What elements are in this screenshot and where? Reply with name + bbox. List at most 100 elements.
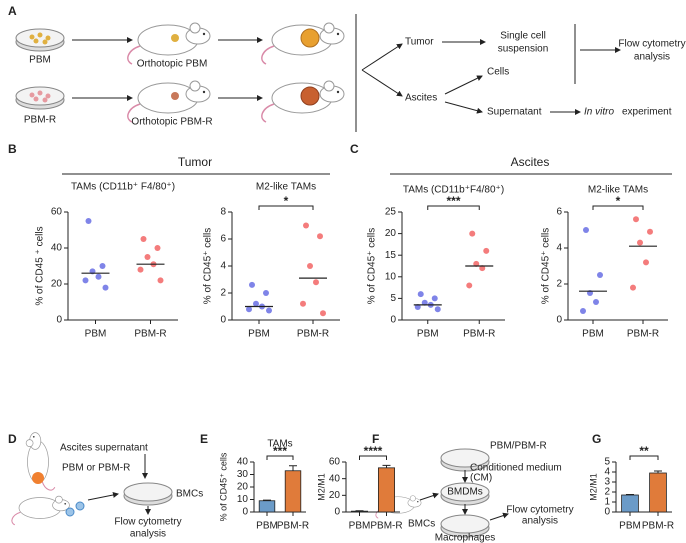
- sample-label: Tumor: [405, 37, 434, 48]
- chart-title: M2-like TAMs: [588, 185, 648, 196]
- data-point: [85, 218, 92, 224]
- significance-label: ***: [273, 444, 287, 458]
- data-point: [597, 272, 603, 278]
- analysis-label: Flow cytometry: [618, 39, 685, 50]
- data-point: [137, 266, 144, 273]
- model-label: Orthotopic PBM: [137, 59, 208, 70]
- group-title: Tumor: [178, 155, 212, 169]
- significance-bracket: [266, 455, 294, 460]
- data-point: [99, 263, 106, 269]
- y-tick-label: 40: [329, 473, 341, 484]
- panel-d: Ascites supernatant PBM or PBM-R BMCs Fl…: [11, 432, 203, 540]
- cells-label: BMCs: [408, 519, 435, 530]
- y-tick-label: 20: [237, 482, 249, 493]
- x-tick-label: PBM-R: [277, 521, 309, 532]
- y-tick-label: 0: [334, 507, 340, 518]
- data-point: [317, 233, 323, 240]
- data-point: [483, 247, 490, 254]
- medium-label: Conditioned medium: [470, 463, 562, 474]
- panel-letter: A: [8, 4, 17, 18]
- medium-label: (CM): [470, 473, 492, 484]
- significance-bracket: [258, 205, 314, 210]
- y-tick-label: 10: [237, 494, 249, 505]
- data-point: [431, 295, 438, 302]
- readout-label: analysis: [130, 529, 166, 540]
- y-tick-label: 4: [556, 243, 562, 254]
- significance-label: ****: [364, 444, 383, 458]
- y-tick-label: 3: [604, 477, 610, 488]
- y-tick-label: 2: [556, 279, 562, 290]
- y-tick-label: 4: [604, 467, 610, 478]
- error-bar: [626, 494, 634, 495]
- y-tick-label: 6: [556, 207, 562, 218]
- data-point: [580, 308, 586, 314]
- analysis-label: analysis: [634, 52, 670, 63]
- data-point: [95, 273, 102, 280]
- y-axis-label: % of CD45⁺ cells: [203, 228, 214, 304]
- data-point: [313, 279, 319, 286]
- derived-label: BMDMs: [447, 487, 483, 498]
- data-point: [253, 300, 259, 307]
- significance-label: *: [284, 194, 289, 208]
- y-tick-label: 20: [385, 228, 397, 239]
- data-point: [144, 254, 151, 260]
- data-point: [246, 306, 252, 313]
- data-point: [154, 245, 161, 251]
- model-label: Orthotopic PBM-R: [131, 117, 212, 128]
- bar: [258, 500, 276, 513]
- panel-letter: C: [350, 142, 359, 156]
- panel-letter: E: [200, 432, 208, 446]
- product-label: Macrophages: [435, 533, 496, 543]
- y-axis-label: % of CD45 ⁺ cells: [35, 226, 46, 305]
- y-tick-label: 6: [220, 234, 226, 245]
- data-point: [469, 230, 476, 237]
- x-tick-label: PBM-R: [642, 521, 674, 532]
- y-tick-label: 60: [329, 457, 341, 468]
- y-axis-label: M2/M1: [588, 473, 598, 501]
- panel-a: PBM PBM-R Orthotopic PBM Orthotopic PBM-…: [15, 14, 686, 132]
- y-tick-label: 20: [329, 490, 341, 501]
- significance-bracket: [592, 205, 644, 210]
- panel-letter: D: [8, 432, 17, 446]
- y-tick-label: 5: [390, 293, 396, 304]
- x-tick-label: PBM-R: [297, 329, 329, 340]
- panel-letter: B: [8, 142, 17, 156]
- bar: [649, 472, 667, 513]
- error-bar: [382, 464, 391, 468]
- data-point: [82, 277, 89, 284]
- y-axis-label: % of CD45⁺ cells: [541, 228, 552, 304]
- y-tick-label: 0: [242, 507, 248, 518]
- data-point: [266, 307, 272, 314]
- y-tick-label: 0: [390, 315, 396, 326]
- data-point: [479, 265, 486, 272]
- bar: [284, 470, 302, 513]
- y-tick-label: 20: [51, 279, 63, 290]
- panel-f: PBM/PBM-R Conditioned medium (CM) BMDMs …: [375, 441, 574, 543]
- step-label: Single cell: [500, 31, 546, 42]
- y-tick-label: 0: [604, 507, 610, 518]
- experiment-label: In vitro: [584, 107, 614, 118]
- source-label: PBM or PBM-R: [62, 463, 130, 474]
- y-tick-label: 60: [51, 207, 63, 218]
- data-point: [263, 290, 269, 296]
- data-point: [320, 310, 326, 317]
- readout-label: analysis: [522, 516, 558, 527]
- y-tick-label: 15: [385, 250, 397, 261]
- data-point: [157, 277, 164, 284]
- data-point: [102, 284, 109, 291]
- bar: [350, 510, 368, 513]
- data-point: [421, 299, 428, 306]
- significance-label: **: [639, 444, 649, 458]
- data-point: [466, 282, 473, 289]
- significance-bracket: [629, 455, 659, 460]
- x-tick-label: PBM-R: [134, 329, 166, 340]
- cells-label: BMCs: [176, 489, 203, 500]
- data-point: [249, 281, 255, 288]
- y-tick-label: 8: [220, 207, 226, 218]
- significance-label: *: [616, 194, 621, 208]
- y-tick-label: 1: [604, 497, 610, 508]
- y-tick-label: 10: [385, 271, 397, 282]
- y-axis-label: % of CD45⁺ cells: [367, 228, 378, 304]
- y-axis-label: M2/M1: [316, 473, 326, 501]
- data-point: [583, 227, 589, 233]
